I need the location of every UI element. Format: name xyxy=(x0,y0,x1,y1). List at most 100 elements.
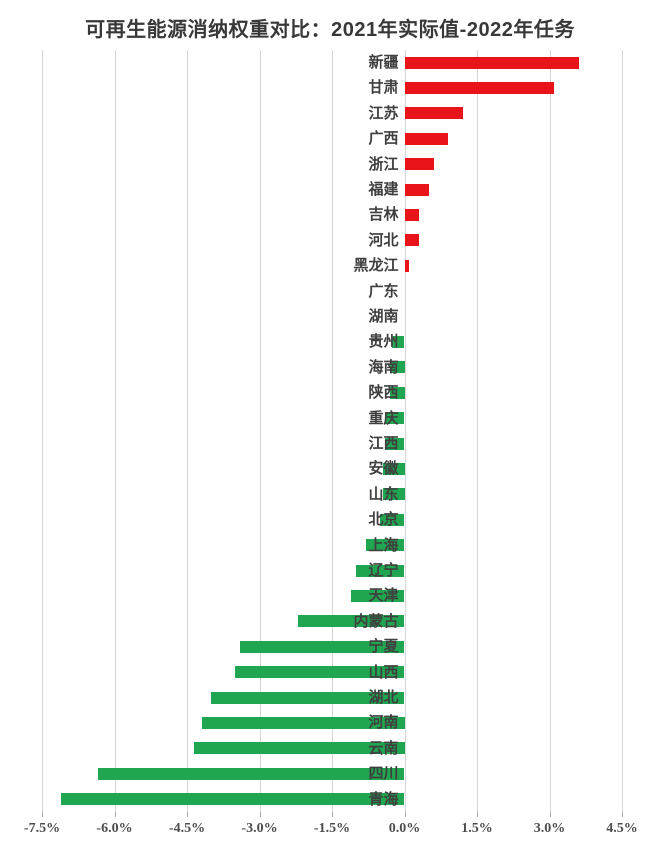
gridline xyxy=(187,50,188,812)
bar-row: 湖南 xyxy=(42,304,622,329)
category-label: 北京 xyxy=(368,511,399,529)
negative-bar xyxy=(380,513,405,526)
gridline xyxy=(114,50,116,812)
x-tick-label: -7.5% xyxy=(23,821,61,836)
bar-row: 上海 xyxy=(42,533,622,558)
category-label: 山西 xyxy=(368,663,399,681)
x-tick-label: 3.0% xyxy=(533,821,566,836)
x-tick-mark xyxy=(114,812,116,817)
bar-row: 黑龙江 xyxy=(42,253,622,278)
category-label: 河北 xyxy=(368,231,399,249)
x-tick-mark xyxy=(259,812,261,817)
bar-row: 广西 xyxy=(42,126,622,151)
x-axis: -7.5% -6.0% -4.5% -3.0% -1.5% 0.0% 1.5% 3.0% 4.5… xyxy=(24,812,638,846)
bar-row: 北京 xyxy=(42,507,622,532)
category-label: 吉林 xyxy=(368,206,399,224)
negative-bar xyxy=(382,463,405,476)
negative-bar xyxy=(385,437,405,450)
category-label: 上海 xyxy=(368,536,399,554)
category-label: 湖北 xyxy=(368,689,399,706)
category-label: 山东 xyxy=(368,485,399,503)
category-label: 内蒙古 xyxy=(353,612,399,630)
negative-bar xyxy=(61,793,405,806)
category-label: 甘肃 xyxy=(368,79,399,97)
gridline xyxy=(259,50,261,812)
bar-row: 四川 xyxy=(42,761,622,786)
bar-row: 海南 xyxy=(42,355,622,380)
negative-bar xyxy=(356,564,405,577)
negative-bar xyxy=(97,767,405,780)
negative-bar xyxy=(392,336,405,349)
bar-row: 湖北 xyxy=(42,685,622,710)
x-tick-mark xyxy=(622,812,623,817)
x-tick-label: -4.5% xyxy=(168,821,206,836)
positive-bar xyxy=(404,107,463,120)
category-label: 辽宁 xyxy=(368,562,399,579)
positive-bar xyxy=(404,183,429,196)
bar-row: 辽宁 xyxy=(42,558,622,583)
category-label: 河南 xyxy=(368,714,399,732)
bar-row: 河北 xyxy=(42,228,622,253)
x-tick-mark xyxy=(332,812,333,817)
bar-row: 青海 xyxy=(42,787,622,812)
gridline xyxy=(404,50,406,812)
negative-bar xyxy=(298,615,405,628)
bar-row: 贵州 xyxy=(42,329,622,354)
negative-bar xyxy=(390,386,405,399)
x-tick-mark xyxy=(477,812,478,817)
category-label: 天津 xyxy=(368,587,399,605)
bar-row: 浙江 xyxy=(42,152,622,177)
positive-bar xyxy=(404,56,579,69)
gridline xyxy=(477,50,478,812)
x-tick-label: 0.0% xyxy=(388,821,421,836)
category-label: 福建 xyxy=(368,181,399,198)
bar-row: 福建 xyxy=(42,177,622,202)
category-label: 江西 xyxy=(368,435,399,452)
bar-row: 吉林 xyxy=(42,202,622,227)
x-tick-label: -1.5% xyxy=(313,821,351,836)
negative-bar xyxy=(382,488,405,501)
x-tick-mark xyxy=(187,812,188,817)
category-label: 宁夏 xyxy=(368,638,399,656)
negative-bar xyxy=(240,640,405,653)
category-label: 广东 xyxy=(368,282,399,300)
positive-bar xyxy=(404,82,555,95)
chart-title: 可再生能源消纳权重对比：2021年实际值-2022年任务 xyxy=(85,19,575,41)
bar-row: 广东 xyxy=(42,279,622,304)
positive-bar xyxy=(404,234,419,247)
category-label: 四川 xyxy=(368,765,399,783)
negative-bar xyxy=(201,717,405,730)
bar-row: 天津 xyxy=(42,583,622,608)
bar-row: 陕西 xyxy=(42,380,622,405)
x-tick-mark xyxy=(42,812,43,817)
positive-bar xyxy=(404,158,434,171)
bar-row: 重庆 xyxy=(42,406,622,431)
bar-row: 内蒙古 xyxy=(42,609,622,634)
gridline xyxy=(332,50,333,812)
category-label: 海南 xyxy=(368,358,399,376)
positive-bar xyxy=(404,209,419,222)
category-label: 贵州 xyxy=(368,333,399,351)
category-label: 黑龙江 xyxy=(353,257,399,275)
bar-row: 宁夏 xyxy=(42,634,622,659)
category-label: 云南 xyxy=(368,739,399,757)
positive-bar xyxy=(404,259,410,272)
category-label: 浙江 xyxy=(368,155,399,173)
x-tick-label: -3.0% xyxy=(241,821,278,836)
bar-row: 山西 xyxy=(42,660,622,685)
category-label: 广西 xyxy=(368,130,399,148)
bar-row: 新疆 xyxy=(42,50,622,75)
x-tick-mark xyxy=(404,812,406,817)
negative-bar xyxy=(390,361,405,374)
category-label: 重庆 xyxy=(368,409,399,427)
x-tick-label: 4.5% xyxy=(606,821,638,836)
negative-bar xyxy=(235,666,405,679)
positive-bar xyxy=(404,132,448,145)
category-label: 安徽 xyxy=(368,460,399,478)
gridline xyxy=(622,50,623,812)
negative-bar xyxy=(365,539,405,552)
negative-bar xyxy=(385,412,405,425)
gridline xyxy=(42,50,43,812)
category-label: 陕西 xyxy=(368,384,399,402)
